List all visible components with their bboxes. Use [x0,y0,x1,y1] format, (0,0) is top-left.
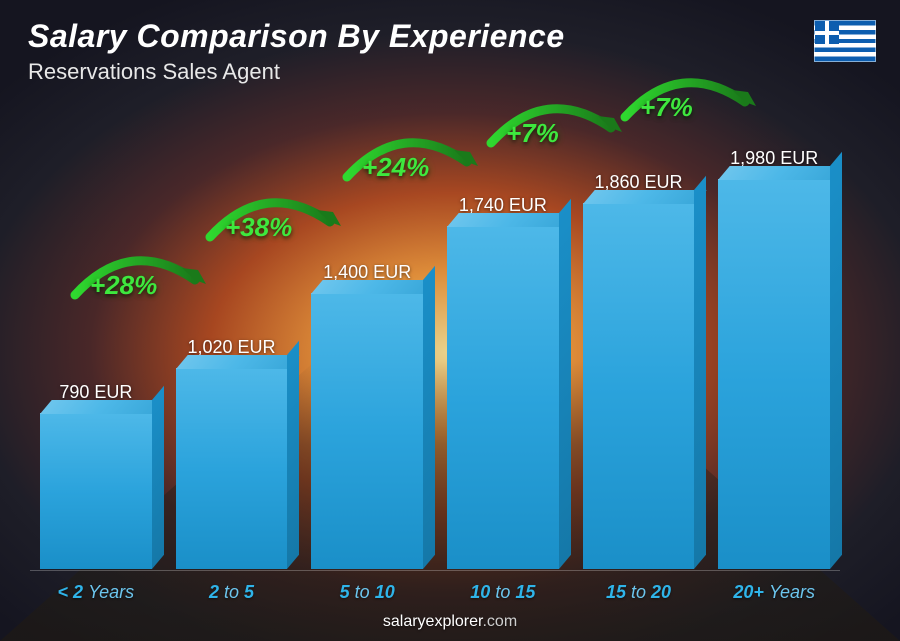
bar-column: 1,740 EUR10 to 15 [447,195,559,569]
bar [447,226,559,569]
page-title: Salary Comparison By Experience [28,18,565,55]
footer-brand: salaryexplorer.com [0,613,900,631]
bar-category-label: 2 to 5 [209,582,254,603]
bar [176,368,288,569]
bar [718,179,830,569]
bar-column: 790 EUR< 2 Years [40,382,152,569]
bar-column: 1,980 EUR20+ Years [718,148,830,569]
bar-category-label: 15 to 20 [606,582,671,603]
bar [311,293,423,569]
bar-category-label: 20+ Years [733,582,815,603]
increase-badge: +38% [225,212,292,243]
page-subtitle: Reservations Sales Agent [28,59,565,85]
increase-badge: +24% [362,152,429,183]
chart-baseline [30,570,840,571]
bar-column: 1,860 EUR15 to 20 [583,172,695,569]
increase-badge: +28% [90,270,157,301]
footer-brand-tld: .com [482,613,517,630]
bar-column: 1,020 EUR2 to 5 [176,337,288,569]
bar [583,203,695,569]
increase-badge: +7% [506,118,559,149]
header: Salary Comparison By Experience Reservat… [28,18,565,85]
greece-flag-icon [814,20,876,62]
footer-brand-name: salaryexplorer [383,613,483,630]
bar [40,413,152,569]
bar-category-label: < 2 Years [58,582,135,603]
bar-chart: 790 EUR< 2 Years1,020 EUR2 to 51,400 EUR… [40,89,830,569]
bar-category-label: 5 to 10 [340,582,395,603]
bar-column: 1,400 EUR5 to 10 [311,262,423,569]
increase-badge: +7% [640,92,693,123]
bar-category-label: 10 to 15 [470,582,535,603]
